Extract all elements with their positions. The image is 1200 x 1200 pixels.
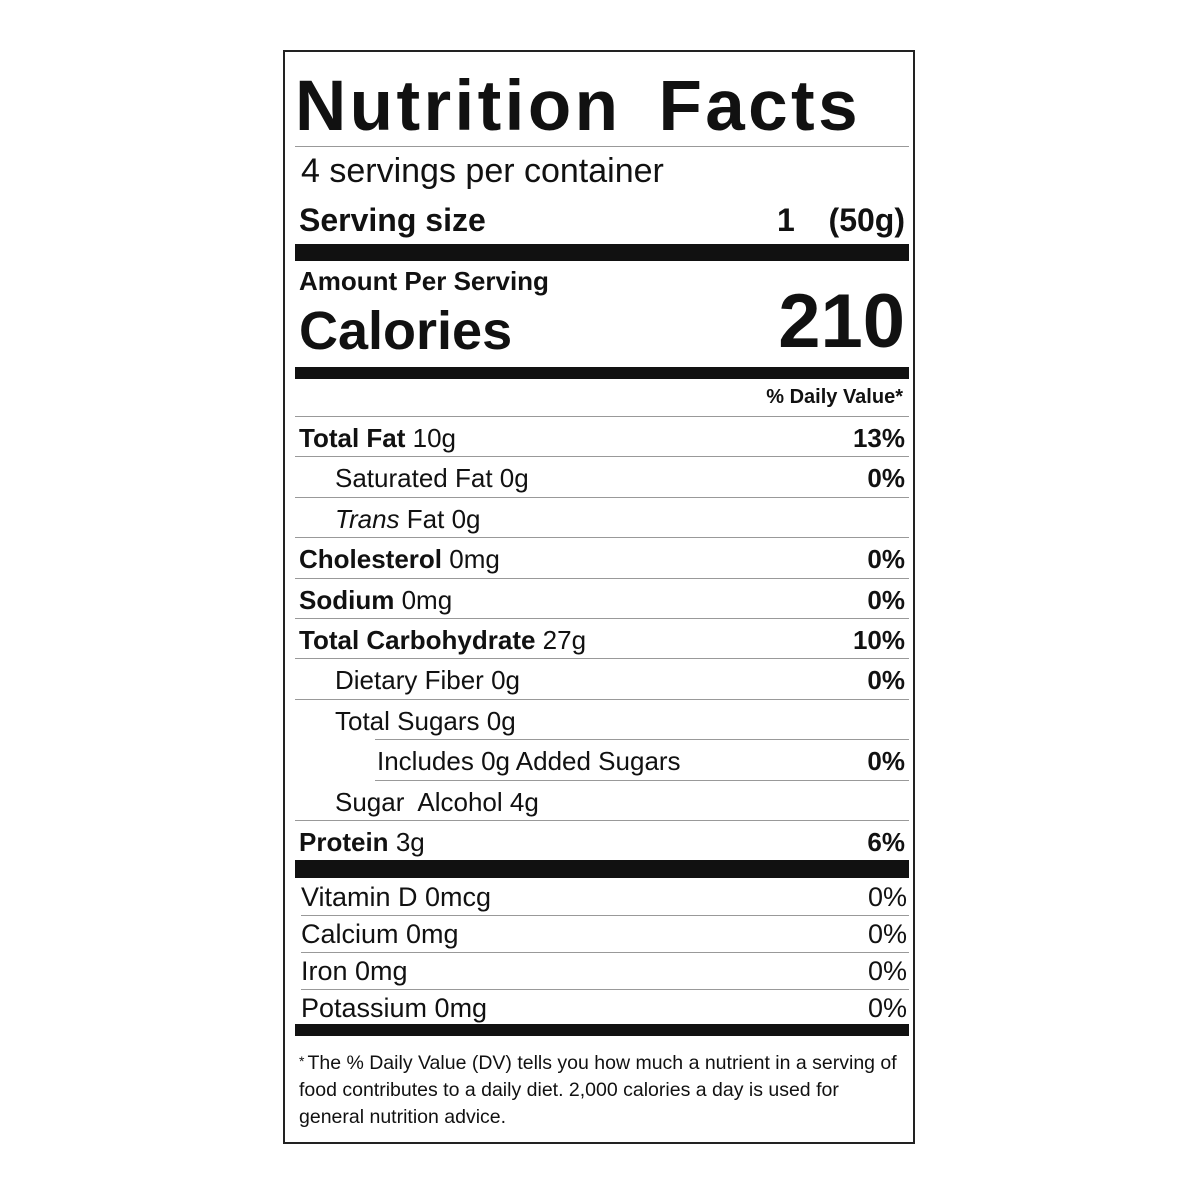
divider bbox=[295, 416, 909, 417]
nutrient-amount: 0g bbox=[491, 665, 520, 696]
calories-label: Calories bbox=[299, 301, 513, 361]
nutrient-amount: 3g bbox=[395, 827, 425, 857]
nutrient-row: Sodium 0mg 0% bbox=[295, 580, 907, 620]
nutrient-name: Total Carbohydrate 27g bbox=[299, 620, 586, 660]
nutrient-name: Trans Fat 0g bbox=[335, 499, 481, 539]
divider bbox=[301, 952, 909, 953]
nutrient-row: Protein 3g 6% bbox=[295, 822, 907, 862]
nutrient-row: Cholesterol 0mg 0% bbox=[295, 539, 907, 579]
nutrient-daily-value: 10% bbox=[852, 625, 905, 655]
nutrient-row: Total Sugars 0g bbox=[295, 701, 907, 741]
nutrient-row: Saturated Fat 0g 0% bbox=[295, 458, 907, 498]
nutrient-label: Saturated Fat bbox=[335, 463, 493, 494]
vitamin-name: Vitamin D 0mcg bbox=[301, 882, 492, 912]
nutrient-daily-value: 0% bbox=[867, 544, 905, 575]
nutrient-row: Total Fat 10g 13% bbox=[295, 418, 907, 458]
nutrient-label: Total Sugars bbox=[335, 705, 480, 736]
divider bbox=[301, 915, 909, 916]
nutrient-row: Sugar Alcohol 4g bbox=[295, 782, 907, 822]
nutrient-daily-value: 0% bbox=[867, 665, 905, 696]
nutrient-amount: 0mg bbox=[449, 544, 500, 575]
vitamin-name: Potassium 0mg bbox=[301, 993, 488, 1023]
divider bbox=[295, 456, 909, 458]
thick-divider bbox=[295, 860, 909, 878]
nutrient-label-rest: Fat bbox=[406, 503, 445, 534]
divider bbox=[301, 989, 909, 990]
vitamin-daily-value: 0% bbox=[867, 919, 907, 949]
nutrient-amount: 0g bbox=[451, 503, 481, 534]
divider bbox=[295, 537, 909, 539]
vitamin-row: Calcium 0mg 0% bbox=[301, 916, 907, 953]
vitamin-row: Iron 0mg 0% bbox=[301, 953, 907, 990]
amount-per-serving: Amount Per Serving bbox=[299, 266, 549, 296]
nutrient-label: Total Fat bbox=[299, 423, 406, 453]
vitamin-daily-value: 0% bbox=[867, 993, 907, 1023]
label-title: Nutrition Facts bbox=[295, 67, 861, 146]
nutrient-label: Dietary Fiber bbox=[335, 665, 484, 696]
vitamin-daily-value: 0% bbox=[867, 956, 907, 986]
nutrient-amount: 0g bbox=[486, 705, 516, 736]
nutrient-name: Protein 3g bbox=[299, 822, 425, 862]
nutrient-label: Cholesterol bbox=[299, 544, 443, 575]
nutrient-label: Includes 0g Added Sugars bbox=[377, 746, 681, 777]
nutrient-label: Sugar Alcohol bbox=[335, 786, 503, 817]
nutrient-name: Total Fat 10g bbox=[299, 418, 456, 458]
nutrient-row: Total Carbohydrate 27g 10% bbox=[295, 620, 907, 660]
vitamin-name: Iron 0mg bbox=[301, 956, 408, 986]
nutrient-daily-value: 6% bbox=[867, 827, 905, 857]
vitamin-daily-value: 0% bbox=[867, 882, 907, 912]
serving-size-value: 1 (50g) bbox=[776, 202, 905, 238]
nutrient-label: Protein bbox=[299, 827, 389, 857]
nutrient-daily-value: 0% bbox=[867, 463, 905, 494]
vitamin-row: Potassium 0mg 0% bbox=[301, 990, 907, 1027]
nutrient-name: Cholesterol 0mg bbox=[299, 539, 500, 579]
footnote: * The % Daily Value (DV) tells you how mu… bbox=[299, 1048, 899, 1131]
nutrient-amount: 10g bbox=[412, 423, 457, 453]
nutrient-daily-value: 0% bbox=[867, 584, 905, 615]
daily-value-header: % Daily Value* bbox=[766, 386, 903, 408]
servings-per-container: 4 servings per container bbox=[301, 152, 664, 190]
nutrient-label: Sodium bbox=[299, 584, 395, 615]
footnote-text: The % Daily Value (DV) tells you how muc… bbox=[299, 1052, 897, 1128]
divider bbox=[375, 739, 909, 741]
vitamin-name: Calcium 0mg bbox=[301, 919, 459, 949]
serving-size-label: Serving size bbox=[299, 202, 486, 238]
divider bbox=[295, 577, 909, 579]
nutrient-label: Trans bbox=[335, 503, 400, 534]
nutrient-row: Includes 0g Added Sugars 0% bbox=[295, 741, 907, 781]
thick-divider bbox=[295, 244, 909, 261]
footnote-star: * bbox=[299, 1053, 305, 1069]
thick-divider bbox=[295, 1024, 909, 1036]
nutrient-name: Includes 0g Added Sugars bbox=[377, 741, 681, 781]
nutrient-daily-value: 13% bbox=[852, 423, 905, 453]
nutrient-daily-value: 0% bbox=[867, 746, 905, 777]
vitamin-row: Vitamin D 0mcg 0% bbox=[301, 879, 907, 916]
thick-divider bbox=[295, 367, 909, 379]
divider bbox=[295, 820, 909, 821]
nutrient-name: Dietary Fiber 0g bbox=[335, 660, 520, 700]
divider bbox=[295, 146, 909, 147]
nutrient-name: Total Sugars 0g bbox=[335, 701, 516, 741]
nutrient-name: Sugar Alcohol 4g bbox=[335, 782, 539, 822]
nutrient-row: Dietary Fiber 0g 0% bbox=[295, 660, 907, 700]
divider bbox=[295, 618, 909, 619]
divider bbox=[295, 698, 909, 700]
nutrient-amount: 27g bbox=[542, 625, 587, 655]
nutrient-amount: 4g bbox=[509, 786, 539, 817]
divider bbox=[295, 658, 909, 660]
nutrient-amount: 0mg bbox=[401, 584, 453, 615]
nutrition-facts-label: Nutrition Facts 4 servings per container… bbox=[283, 50, 915, 1144]
nutrient-name: Saturated Fat 0g bbox=[335, 458, 529, 498]
nutrient-row: Trans Fat 0g bbox=[295, 499, 907, 539]
nutrient-name: Sodium 0mg bbox=[299, 580, 452, 620]
nutrient-amount: 0g bbox=[499, 463, 529, 494]
divider bbox=[375, 779, 909, 781]
calories-value: 210 bbox=[778, 279, 905, 364]
nutrient-label: Total Carbohydrate bbox=[299, 625, 536, 655]
divider bbox=[295, 496, 909, 498]
